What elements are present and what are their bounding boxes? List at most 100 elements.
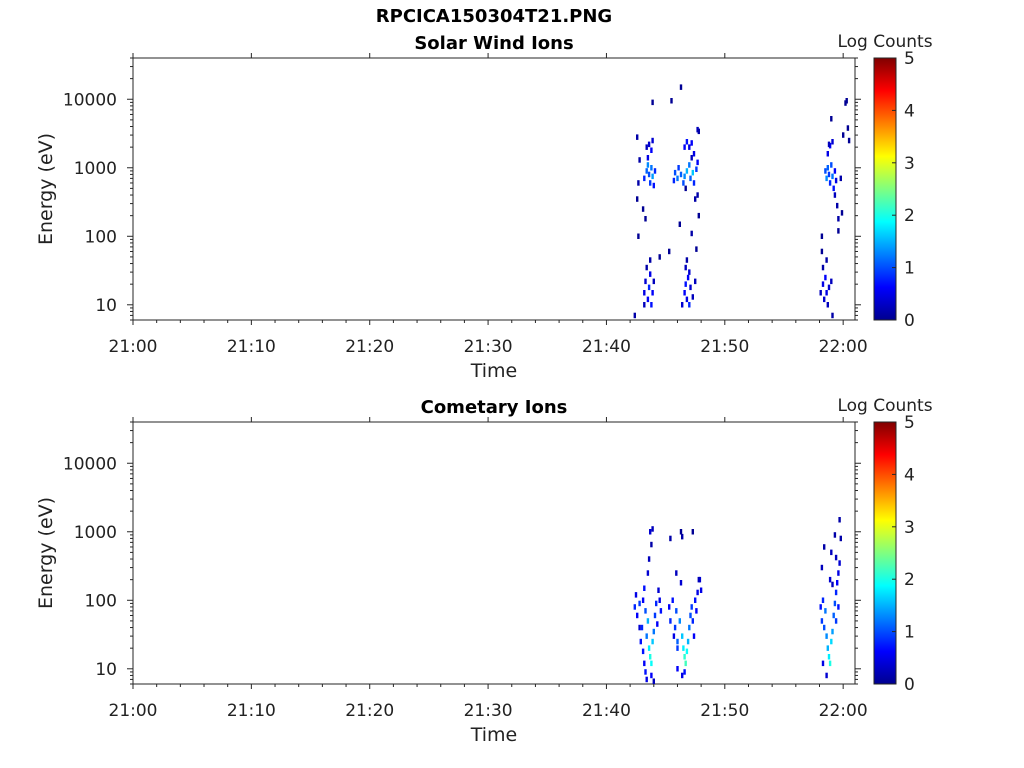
heatmap-cell [679, 529, 683, 535]
heatmap-cell [650, 660, 653, 667]
heatmap-cell [699, 587, 703, 593]
heatmap-cell [650, 302, 653, 308]
heatmap-cell [638, 600, 641, 607]
heatmap-cell [649, 529, 652, 535]
heatmap-cell [652, 182, 655, 189]
heatmap-cell [827, 171, 831, 178]
colorbar-label: Log Counts [837, 396, 932, 416]
heatmap-cell [696, 159, 699, 166]
heatmap-cell [832, 185, 835, 192]
heatmap-cell [649, 180, 652, 186]
panel-title: Solar Wind Ions [414, 33, 573, 54]
colorbar-tick-label: 0 [904, 311, 915, 331]
heatmap-cell [695, 608, 698, 614]
heatmap-cell [821, 660, 825, 667]
heatmap-cell [690, 230, 693, 237]
heatmap-cell [820, 618, 824, 624]
heatmap-cell [837, 570, 840, 576]
heatmap-cell [691, 529, 694, 535]
heatmap-cell [832, 612, 835, 619]
heatmap-cell [684, 660, 687, 667]
heatmap-cell [688, 302, 691, 308]
panel-title: Cometary Ions [421, 397, 568, 418]
heatmap-cell [651, 137, 654, 144]
heatmap-cell [644, 608, 647, 614]
figure-title: RPCICA150304T21.PNG [375, 6, 613, 27]
heatmap-cell [658, 254, 661, 260]
heatmap-cell [683, 173, 686, 180]
heatmap-cell [823, 624, 826, 631]
heatmap-cell [694, 196, 697, 202]
heatmap-cell [820, 248, 824, 255]
x-tick-label: 21:40 [582, 337, 631, 357]
heatmap-cell [646, 162, 650, 168]
heatmap-cell [646, 618, 650, 624]
colorbar-tick-label: 5 [904, 413, 915, 433]
heatmap-cell [653, 168, 657, 174]
heatmap-cell [650, 165, 653, 171]
heatmap-cell [834, 589, 838, 596]
heatmap-cell [688, 269, 691, 275]
x-tick-label: 22:00 [819, 337, 868, 357]
heatmap-cell [823, 544, 826, 550]
heatmap-cell [688, 144, 691, 150]
heatmap-cell [833, 600, 837, 607]
heatmap-cell [691, 294, 694, 300]
heatmap-cell [675, 570, 678, 576]
x-tick-label: 21:20 [345, 701, 394, 721]
heatmap-cell [685, 139, 689, 145]
heatmap-cell [819, 290, 822, 296]
heatmap-cell [833, 532, 837, 538]
heatmap-cell [683, 654, 686, 660]
y-axis-label: Energy (eV) [35, 133, 57, 245]
heatmap-cell [685, 648, 689, 655]
heatmap-cell [833, 168, 837, 174]
heatmap-cell [692, 633, 696, 639]
heatmap-cell [672, 177, 676, 184]
heatmap-cell [830, 162, 833, 168]
heatmap-cell [636, 196, 639, 202]
heatmap-cell [651, 173, 654, 180]
y-tick-label: 100 [85, 227, 117, 247]
heatmap-cell [645, 168, 648, 174]
heatmap-cell [681, 672, 684, 679]
heatmap-cell [643, 290, 646, 296]
heatmap-cell [834, 618, 838, 624]
heatmap-cell [641, 597, 645, 603]
heatmap-cell [826, 165, 829, 171]
heatmap-cell [685, 257, 689, 263]
heatmap-cell [826, 302, 829, 308]
heatmap-cell [679, 171, 683, 178]
heatmap-cell [825, 672, 828, 679]
heatmap-cell [827, 284, 831, 291]
heatmap-cell [830, 638, 833, 645]
y-axis-label: Energy (eV) [35, 497, 57, 609]
heatmap-cell [837, 604, 840, 610]
heatmap-cell [827, 654, 831, 660]
heatmap-cell [837, 216, 840, 222]
heatmap-cell [651, 290, 654, 296]
heatmap-cell [679, 580, 683, 586]
heatmap-cell [678, 221, 681, 227]
y-tick-label: 10000 [63, 454, 117, 474]
heatmap-cell [682, 645, 685, 651]
heatmap-cell [682, 180, 685, 186]
heatmap-cell [668, 604, 671, 610]
x-tick-label: 21:10 [227, 701, 276, 721]
heatmap-cell [830, 549, 833, 556]
heatmap-cell [679, 84, 683, 90]
heatmap-cell [639, 638, 642, 645]
heatmap-cell [652, 278, 655, 285]
heatmap-cell [821, 597, 825, 603]
heatmap-cell [836, 202, 839, 209]
x-tick-label: 21:00 [109, 701, 158, 721]
heatmap-cell [690, 140, 693, 146]
heatmap-cell [825, 257, 828, 263]
heatmap-cell [641, 648, 645, 655]
heatmap-cell [643, 302, 646, 308]
heatmap-cell [838, 517, 841, 523]
heatmap-cell [651, 99, 654, 106]
heatmap-cell [683, 144, 686, 150]
heatmap-cell [672, 633, 676, 639]
